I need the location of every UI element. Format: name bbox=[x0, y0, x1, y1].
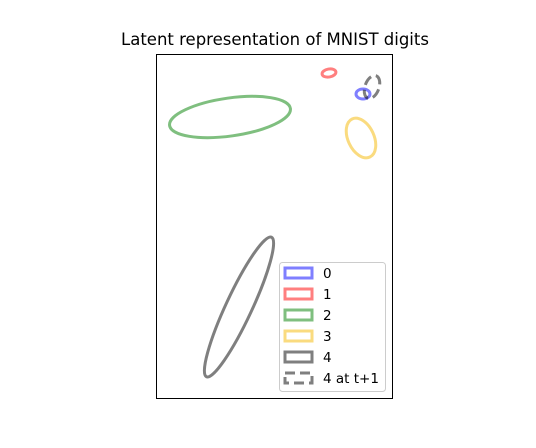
ellipse-series-5 bbox=[362, 73, 382, 101]
ellipse-series-1 bbox=[320, 67, 338, 79]
ellipse-series-2 bbox=[168, 94, 292, 140]
legend-swatch-2 bbox=[283, 308, 314, 322]
legend-swatch-3 bbox=[283, 329, 314, 343]
ellipse-layer bbox=[168, 67, 382, 379]
legend: 0 1 2 3 4 4 at t+1 bbox=[279, 262, 386, 392]
chart-title: Latent representation of MNIST digits bbox=[121, 30, 429, 49]
ellipse-series-4 bbox=[202, 235, 276, 379]
legend-label-3: 3 bbox=[323, 329, 332, 345]
legend-label-4: 4 bbox=[323, 350, 332, 366]
legend-swatch-4 bbox=[283, 350, 314, 364]
legend-label-1: 1 bbox=[323, 287, 332, 303]
legend-swatch-1 bbox=[283, 287, 314, 301]
ellipse-series-0 bbox=[354, 87, 372, 101]
legend-label-2: 2 bbox=[323, 308, 332, 324]
legend-swatch-5 bbox=[283, 371, 314, 385]
legend-label-5: 4 at t+1 bbox=[323, 371, 379, 387]
ellipse-series-3 bbox=[344, 116, 378, 160]
legend-box bbox=[279, 262, 386, 392]
legend-swatch-0 bbox=[283, 266, 314, 280]
legend-label-0: 0 bbox=[323, 266, 332, 282]
